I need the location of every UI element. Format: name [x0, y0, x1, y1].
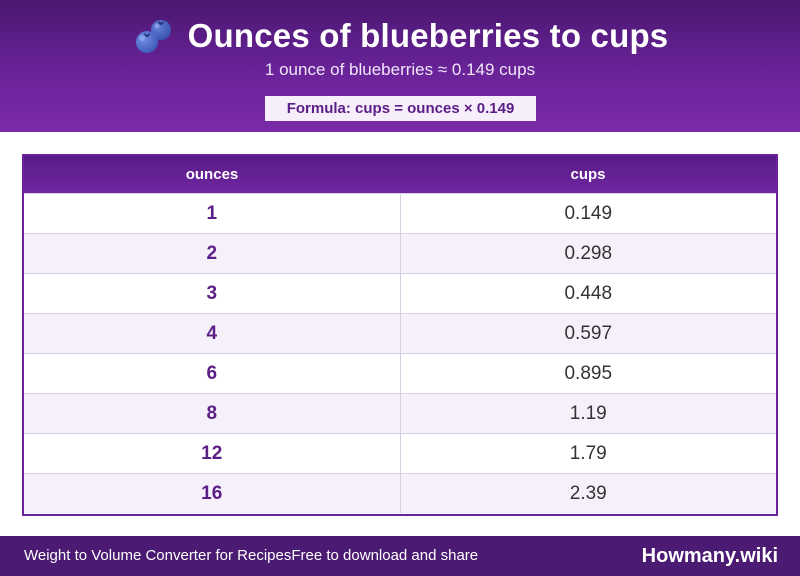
page-title: Ounces of blueberries to cups [187, 17, 669, 54]
cups-cell: 2.39 [400, 473, 776, 513]
footer-share-label: Free to download and share [291, 547, 479, 564]
column-header-ounces: ounces [24, 156, 400, 194]
blueberry-icon [135, 20, 171, 53]
table-row: 4 0.597 [24, 313, 776, 354]
cups-cell: 0.895 [400, 353, 776, 394]
table: ounces cups 1 0.149 2 0.298 3 0.448 4 0.… [24, 156, 776, 513]
table-row: 1 0.149 [24, 193, 776, 234]
title-row: Ounces of blueberries to cups [0, 14, 800, 58]
footer-converter-label: Weight to Volume Converter for Recipes [24, 547, 292, 564]
table-row: 12 1.79 [24, 433, 776, 474]
table-row: 3 0.448 [24, 273, 776, 314]
footer: Weight to Volume Converter for RecipesFr… [0, 536, 800, 576]
ounces-cell: 4 [24, 313, 401, 354]
ounces-cell: 6 [24, 353, 401, 394]
table-row: 8 1.19 [24, 393, 776, 434]
cups-cell: 1.19 [400, 393, 776, 434]
ounces-cell: 8 [24, 393, 401, 434]
ounces-cell: 2 [24, 233, 401, 274]
header: Ounces of blueberries to cups 1 ounce of… [0, 0, 800, 132]
conversion-table: ounces cups 1 0.149 2 0.298 3 0.448 4 0.… [22, 154, 778, 516]
subtitle: 1 ounce of blueberries ≈ 0.149 cups [264, 60, 536, 79]
formula-box: Formula: cups = ounces × 0.149 [265, 96, 536, 121]
footer-text: Weight to Volume Converter for RecipesFr… [24, 536, 478, 576]
table-row: 16 2.39 [24, 473, 776, 513]
cups-cell: 1.79 [400, 433, 776, 474]
table-row: 6 0.895 [24, 353, 776, 394]
ounces-cell: 1 [24, 193, 401, 234]
cups-cell: 0.597 [400, 313, 776, 354]
table-row: 2 0.298 [24, 233, 776, 274]
brand-logo[interactable]: Howmany.wiki [641, 545, 778, 567]
ounces-cell: 3 [24, 273, 401, 314]
cups-cell: 0.448 [400, 273, 776, 314]
cups-cell: 0.298 [400, 233, 776, 274]
ounces-cell: 16 [24, 473, 401, 513]
ounces-cell: 12 [24, 433, 401, 474]
column-header-cups: cups [400, 156, 776, 194]
table-header-row: ounces cups [24, 156, 776, 194]
cups-cell: 0.149 [400, 193, 776, 234]
